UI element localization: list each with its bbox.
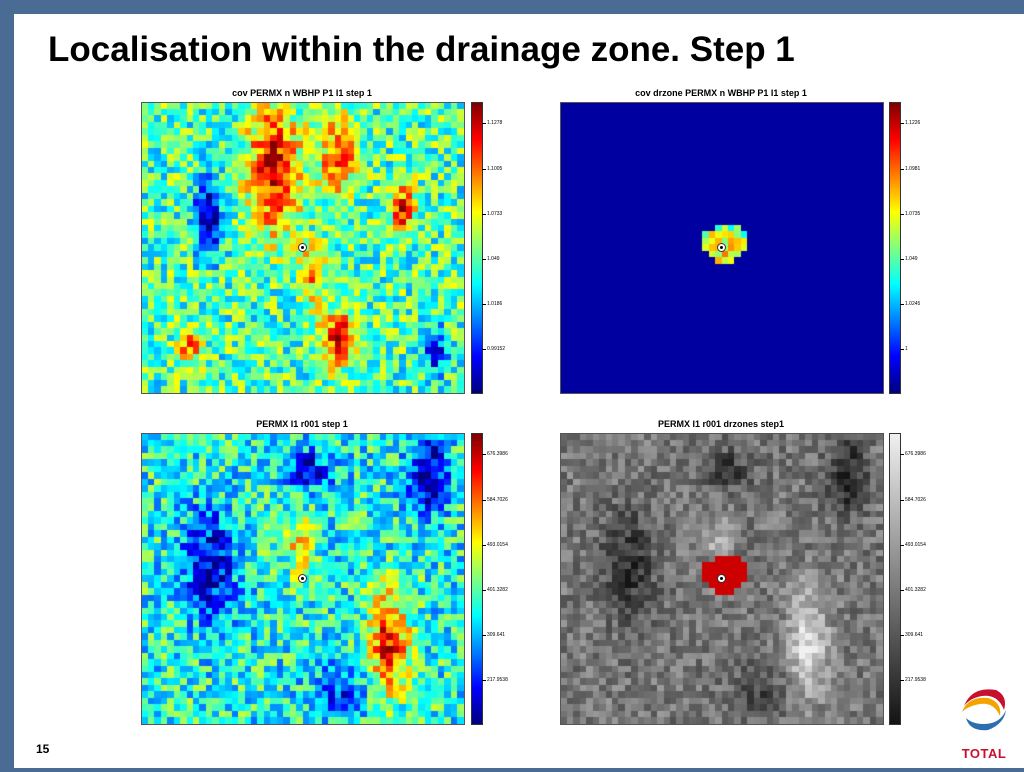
- slide-number: 15: [36, 742, 50, 756]
- well-marker-icon: [717, 243, 726, 252]
- colorbar-tick-label: 584.7026: [905, 497, 926, 503]
- colorbar-gradient: [472, 103, 482, 393]
- colorbar-tick: [482, 123, 486, 124]
- colorbar-tick-label: 584.7026: [487, 497, 508, 503]
- panel-permx-drzones: PERMX I1 r001 drzones step1 676.3986 584…: [560, 419, 926, 725]
- colorbar: 1.1278 1.1005 1.0733 1.049 1.0186 0.9915…: [471, 102, 505, 394]
- colorbar-tick: [482, 214, 486, 215]
- colorbar-tick-label: 1.1278: [487, 120, 503, 126]
- panel-permx: PERMX I1 r001 step 1 676.3986 584.7026 4…: [141, 419, 508, 725]
- colorbar-tick: [900, 214, 904, 215]
- colorbar-tick-label: 1: [905, 346, 908, 352]
- panel-cov: cov PERMX n WBHP P1 I1 step 1 1.1278 1.1…: [141, 88, 505, 394]
- colorbar-tick: [900, 545, 904, 546]
- colorbar-tick: [482, 500, 486, 501]
- well-marker-icon: [298, 574, 307, 583]
- colorbar-gradient: [890, 434, 900, 724]
- panel-title: cov PERMX n WBHP P1 I1 step 1: [232, 88, 372, 98]
- colorbar-tick-label: 1.1005: [487, 166, 503, 172]
- colorbar-tick-label: 1.1226: [905, 120, 921, 126]
- colorbar-tick-label: 1.0245: [905, 301, 921, 307]
- colorbar-tick-label: 401.3282: [905, 587, 926, 593]
- colorbar-tick: [900, 259, 904, 260]
- well-marker-icon: [298, 243, 307, 252]
- colorbar: 676.3986 584.7026 493.0154 401.3282 309.…: [889, 433, 926, 725]
- colorbar-tick-label: 676.3986: [487, 451, 508, 457]
- colorbar-tick: [482, 349, 486, 350]
- colorbar-tick-label: 1.0981: [905, 166, 921, 172]
- colorbar-tick: [900, 304, 904, 305]
- heatmap: [141, 102, 465, 394]
- colorbar-tick-label: 1.0733: [487, 211, 503, 217]
- colorbar-tick-label: 1.049: [487, 256, 500, 262]
- colorbar-gradient: [890, 103, 900, 393]
- colorbar-tick: [900, 123, 904, 124]
- colorbar-gradient: [472, 434, 482, 724]
- colorbar-tick-label: 0.99152: [487, 346, 506, 352]
- logo-text: TOTAL: [961, 746, 1007, 761]
- colorbar-tick: [482, 635, 486, 636]
- colorbar-tick: [482, 454, 486, 455]
- colorbar: 676.3986 584.7026 493.0154 401.3282 309.…: [471, 433, 508, 725]
- colorbar-tick: [900, 635, 904, 636]
- colorbar-tick: [900, 169, 904, 170]
- heatmap: [560, 433, 884, 725]
- colorbar-tick-label: 309.641: [487, 632, 506, 638]
- colorbar-tick-label: 1.0735: [905, 211, 921, 217]
- colorbar-tick: [482, 545, 486, 546]
- panel-title: PERMX I1 r001 drzones step1: [657, 419, 785, 429]
- well-marker-icon: [717, 574, 726, 583]
- slide: Localisation within the drainage zone. S…: [14, 14, 1024, 768]
- total-logo-icon: TOTAL: [954, 680, 1014, 772]
- colorbar-tick-label: 309.641: [905, 632, 924, 638]
- colorbar-tick: [482, 259, 486, 260]
- colorbar: 1.1226 1.0981 1.0735 1.049 1.0245 1: [889, 102, 920, 394]
- colorbar-tick-label: 217.9538: [487, 677, 508, 683]
- colorbar-tick: [900, 454, 904, 455]
- colorbar-tick: [482, 680, 486, 681]
- panel-title: PERMX I1 r001 step 1: [256, 419, 348, 429]
- colorbar-tick-label: 1.0186: [487, 301, 503, 307]
- slide-title: Localisation within the drainage zone. S…: [48, 30, 795, 69]
- colorbar-tick-label: 493.0154: [905, 542, 926, 548]
- colorbar-tick: [482, 169, 486, 170]
- panel-title: cov drzone PERMX n WBHP P1 I1 step 1: [635, 88, 807, 98]
- total-logo-icon: [960, 686, 1008, 734]
- heatmap: [560, 102, 884, 394]
- colorbar-tick-label: 401.3282: [487, 587, 508, 593]
- colorbar-tick: [900, 680, 904, 681]
- panel-cov-drzone: cov drzone PERMX n WBHP P1 I1 step 1 1.1…: [560, 88, 920, 394]
- colorbar-tick: [900, 500, 904, 501]
- colorbar-tick: [482, 590, 486, 591]
- colorbar-tick: [900, 349, 904, 350]
- colorbar-tick: [482, 304, 486, 305]
- colorbar-tick-label: 676.3986: [905, 451, 926, 457]
- colorbar-tick-label: 1.049: [905, 256, 918, 262]
- colorbar-tick-label: 493.0154: [487, 542, 508, 548]
- heatmap: [141, 433, 465, 725]
- colorbar-tick: [900, 590, 904, 591]
- colorbar-tick-label: 217.9538: [905, 677, 926, 683]
